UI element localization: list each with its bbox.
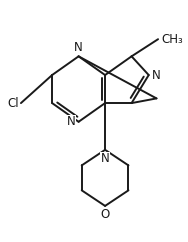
Text: N: N [67, 115, 76, 128]
Text: N: N [152, 68, 161, 82]
Text: O: O [100, 208, 110, 221]
Text: Cl: Cl [8, 97, 19, 110]
Text: N: N [74, 41, 83, 54]
Text: CH₃: CH₃ [161, 33, 183, 46]
Text: N: N [101, 152, 109, 165]
